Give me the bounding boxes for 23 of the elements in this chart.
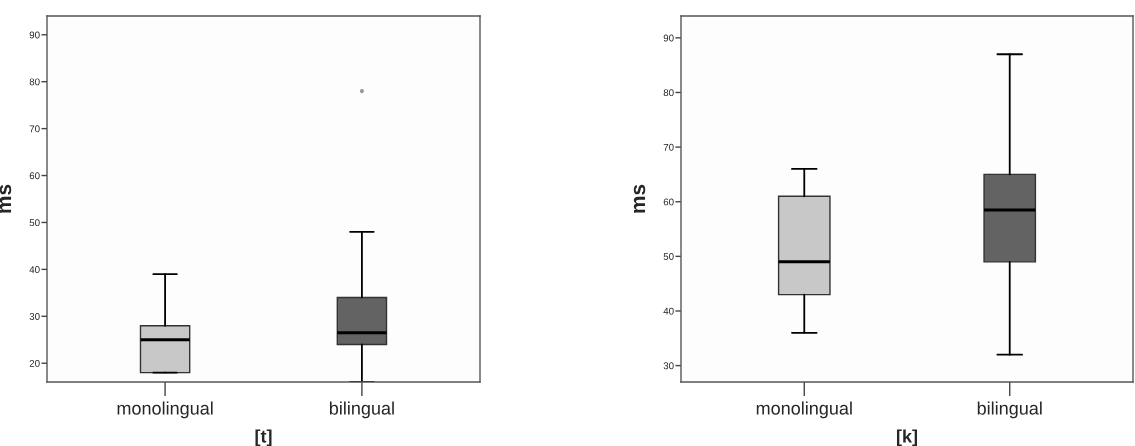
- x-tick-label: bilingual: [329, 401, 394, 419]
- y-tick-label: 90: [663, 34, 674, 42]
- y-tick-label: 70: [663, 143, 674, 151]
- y-tick-label: 60: [663, 198, 674, 206]
- x-axis-title: [k]: [896, 429, 918, 446]
- x-axis-title: [t]: [255, 429, 272, 446]
- y-tick-label: 60: [29, 172, 40, 180]
- x-tick-label: bilingual: [977, 401, 1042, 419]
- y-axis-title: ms: [0, 184, 12, 213]
- y-tick-label: 30: [663, 362, 674, 370]
- x-tick-label: monolingual: [117, 401, 213, 419]
- y-tick-label: 40: [663, 307, 674, 315]
- y-tick-label: 20: [29, 359, 40, 367]
- y-tick-label: 80: [663, 89, 674, 97]
- y-tick-label: 40: [29, 266, 40, 273]
- y-tick-label: 50: [663, 253, 674, 260]
- y-tick-label: 90: [29, 31, 40, 39]
- x-tick-label: monolingual: [756, 401, 852, 419]
- y-tick-label: 50: [29, 219, 40, 227]
- y-tick-label: 70: [29, 125, 40, 133]
- y-tick-label: 80: [29, 78, 40, 86]
- y-axis-title: ms: [633, 184, 646, 213]
- y-tick-label: 30: [29, 313, 40, 320]
